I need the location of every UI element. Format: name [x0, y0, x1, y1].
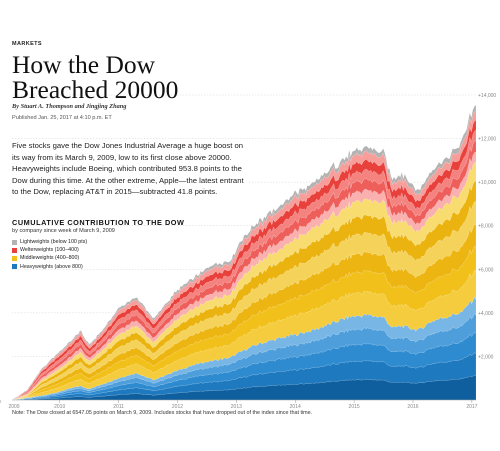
- intro-paragraph: Five stocks gave the Dow Jones Industria…: [12, 140, 248, 198]
- chart-legend: CUMULATIVE CONTRIBUTION TO THE DOW by co…: [12, 218, 202, 271]
- x-tick-label: 2017: [466, 404, 477, 410]
- y-tick-label: +10,000: [478, 180, 496, 186]
- x-tick-label: 2016: [407, 404, 418, 410]
- area-band-middleweights: [11, 269, 477, 401]
- legend-item-welterweights: Welterweights (100–400): [12, 246, 202, 254]
- legend-swatch: [12, 247, 17, 253]
- area-band-heavyweights: [11, 331, 477, 401]
- area-band-welterweights: [11, 151, 477, 401]
- legend-label: Heavyweights (above 800): [20, 263, 83, 270]
- area-band-heavyweights: [11, 296, 477, 401]
- legend-label: Welterweights (100–400): [20, 247, 79, 254]
- y-tick-label: +4,000: [478, 311, 494, 317]
- legend-swatch: [12, 256, 17, 261]
- legend-label: Middleweights (400–800): [20, 255, 80, 262]
- legend-title: CUMULATIVE CONTRIBUTION TO THE DOW: [12, 218, 185, 227]
- y-tick-label: +8,000: [478, 224, 494, 230]
- legend-swatch: [12, 264, 17, 270]
- y-tick-label: +14,000: [478, 93, 496, 99]
- byline: By Stuart A. Thompson and Jingjing Zhang: [12, 103, 127, 110]
- x-tick-label: 2012: [172, 404, 183, 410]
- section-label: MARKETS: [12, 41, 42, 47]
- legend-swatch: [12, 239, 17, 245]
- y-tick-label: +6,000: [478, 267, 494, 273]
- x-tick-label: 2015: [349, 404, 360, 410]
- x-tick-label: 2014: [290, 404, 301, 410]
- y-tick-label: +2,000: [478, 354, 494, 360]
- x-tick-label: 2013: [231, 404, 242, 410]
- x-tick-label: 2010: [54, 404, 65, 410]
- area-band-middleweights: [11, 245, 477, 401]
- legend-subtitle: by company since week of March 9, 2009: [12, 228, 115, 234]
- chart-note: Note: The Dow closed at 6547.05 points o…: [12, 410, 313, 416]
- area-band-lightweights: [11, 104, 477, 401]
- x-tick-label: 2011: [113, 404, 124, 410]
- x-tick-label: 2009: [8, 404, 19, 410]
- legend-label: Lightweights (below 100 pts): [20, 239, 88, 245]
- y-tick-label: +12,000: [478, 137, 496, 143]
- legend-item-middleweights: Middleweights (400–800): [12, 254, 202, 262]
- legend-item-heavyweights: Heavyweights (above 800): [12, 263, 202, 271]
- legend-item-lightweights: Lightweights (below 100 pts): [12, 238, 202, 246]
- published-date: Published Jan. 25, 2017 at 4:10 p.m. ET: [12, 115, 112, 121]
- page-title: How the Dow Breached 20000: [12, 50, 179, 104]
- area-band-heavyweights: [11, 352, 477, 401]
